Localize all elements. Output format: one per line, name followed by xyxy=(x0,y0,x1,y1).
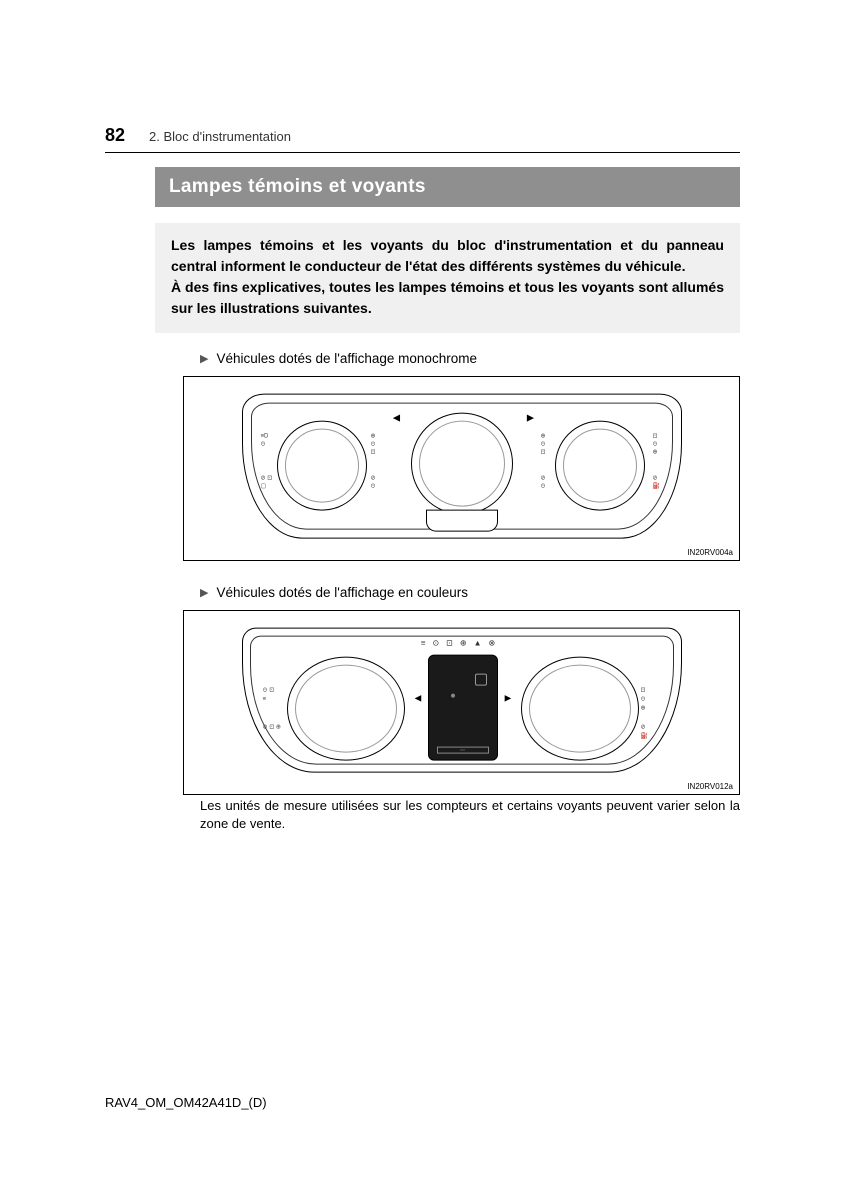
color-icons: ⊡⊙⊕ xyxy=(641,686,646,713)
color-icons: ⊘⛽ xyxy=(641,723,648,741)
figure-code: IN20RV012a xyxy=(687,782,733,791)
mono-icons: ⊘⛽ xyxy=(653,474,660,491)
turn-right-icon: ► xyxy=(525,410,537,424)
mono-icons: ⊡⊙⊕ xyxy=(653,432,658,457)
mono-cluster-outline: ◄ ► ≡D⊙ ⊘ ⊡▢ ⊕⊙⊡ ⊘⊙ ⊕⊙⊡ ⊘⊙ ⊡⊙⊕ ⊘⛽ xyxy=(242,393,682,538)
color-gauge-right xyxy=(521,656,639,760)
subhead-mono-label: Véhicules dotés de l'affichage monochrom… xyxy=(216,351,477,366)
mono-icons: ⊕⊙⊡ xyxy=(371,432,376,457)
mono-icons: ⊘ ⊡▢ xyxy=(261,474,273,491)
color-icons: ⊙ ⊡≡ xyxy=(263,686,275,704)
mono-icons: ⊘⊙ xyxy=(541,474,546,491)
figure-color: ≡⊙⊡⊕▲⊗ ▫▫▫ ◄ ► ⊙ ⊡≡ ⊘ ⊡ ⊕ ⊡⊙⊕ ⊘⛽ IN20RV0… xyxy=(183,610,740,795)
mono-gauge-center xyxy=(411,412,513,514)
figure-mono: ◄ ► ≡D⊙ ⊘ ⊡▢ ⊕⊙⊡ ⊘⊙ ⊕⊙⊡ ⊘⊙ ⊡⊙⊕ ⊘⛽ IN20RV… xyxy=(183,376,740,561)
turn-left-icon: ◄ xyxy=(413,692,424,704)
color-icons: ⊘ ⊡ ⊕ xyxy=(263,723,281,732)
intro-p2: À des fins explicatives, toutes les lamp… xyxy=(171,277,724,319)
mono-icons: ⊘⊙ xyxy=(371,474,376,491)
intro-box: Les lampes témoins et les voyants du blo… xyxy=(155,223,740,333)
figure-caption: Les unités de mesure utilisées sur les c… xyxy=(200,797,740,833)
mono-icons: ≡D⊙ xyxy=(261,432,269,449)
section-label: 2. Bloc d'instrumentation xyxy=(149,129,291,144)
turn-right-icon: ► xyxy=(503,692,514,704)
color-gauge-left xyxy=(287,656,405,760)
turn-left-icon: ◄ xyxy=(391,410,403,424)
color-center-display: ▫▫▫ xyxy=(428,654,498,760)
mono-display xyxy=(426,509,498,531)
mono-gauge-right xyxy=(555,420,645,510)
color-cluster-outline: ≡⊙⊡⊕▲⊗ ▫▫▫ ◄ ► ⊙ ⊡≡ ⊘ ⊡ ⊕ ⊡⊙⊕ ⊘⛽ xyxy=(242,627,682,772)
subhead-color-label: Véhicules dotés de l'affichage en couleu… xyxy=(216,585,468,600)
mono-gauge-left xyxy=(277,420,367,510)
page-number: 82 xyxy=(105,125,125,146)
color-top-icons: ≡⊙⊡⊕▲⊗ xyxy=(421,638,502,647)
footer-code: RAV4_OM_OM42A41D_(D) xyxy=(105,1095,267,1110)
subhead-color: ▶ Véhicules dotés de l'affichage en coul… xyxy=(200,585,740,600)
subhead-mono: ▶ Véhicules dotés de l'affichage monochr… xyxy=(200,351,740,366)
section-title: Lampes témoins et voyants xyxy=(155,167,740,207)
triangle-icon: ▶ xyxy=(200,586,208,599)
figure-code: IN20RV004a xyxy=(687,548,733,557)
triangle-icon: ▶ xyxy=(200,352,208,365)
mono-icons: ⊕⊙⊡ xyxy=(541,432,546,457)
intro-p1: Les lampes témoins et les voyants du blo… xyxy=(171,235,724,277)
page-header: 82 2. Bloc d'instrumentation xyxy=(105,125,740,153)
